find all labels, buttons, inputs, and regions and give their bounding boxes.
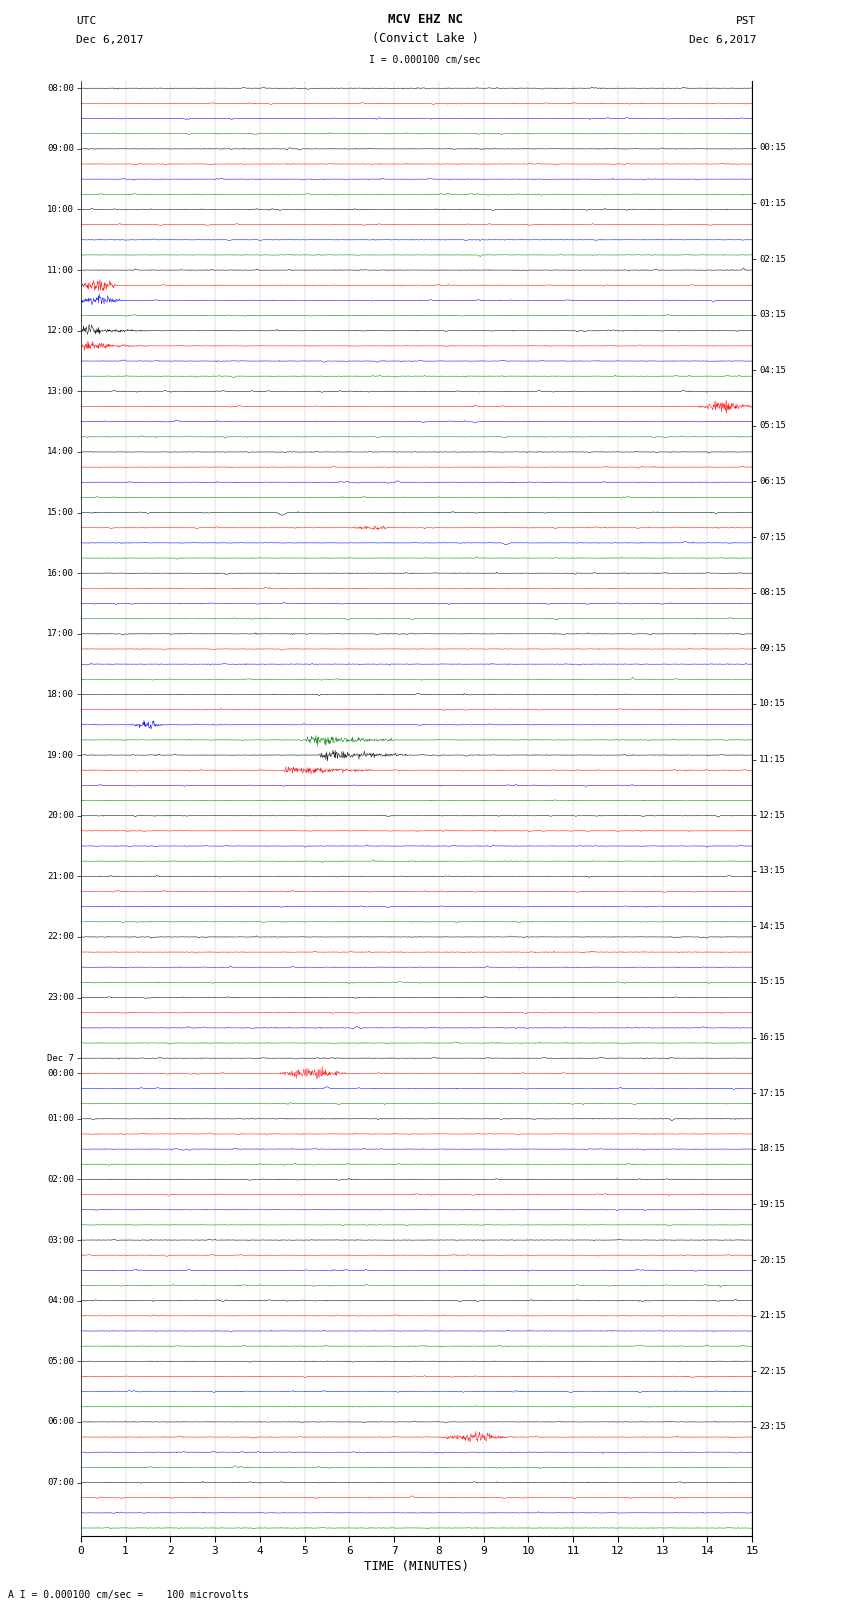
Text: MCV EHZ NC: MCV EHZ NC [388, 13, 462, 26]
Text: I = 0.000100 cm/sec: I = 0.000100 cm/sec [369, 55, 481, 65]
Text: PST: PST [736, 16, 756, 26]
Text: (Convict Lake ): (Convict Lake ) [371, 32, 479, 45]
Text: UTC: UTC [76, 16, 97, 26]
Text: Dec 6,2017: Dec 6,2017 [76, 35, 144, 45]
X-axis label: TIME (MINUTES): TIME (MINUTES) [364, 1560, 469, 1573]
Text: Dec 6,2017: Dec 6,2017 [689, 35, 756, 45]
Text: A I = 0.000100 cm/sec =    100 microvolts: A I = 0.000100 cm/sec = 100 microvolts [8, 1590, 249, 1600]
